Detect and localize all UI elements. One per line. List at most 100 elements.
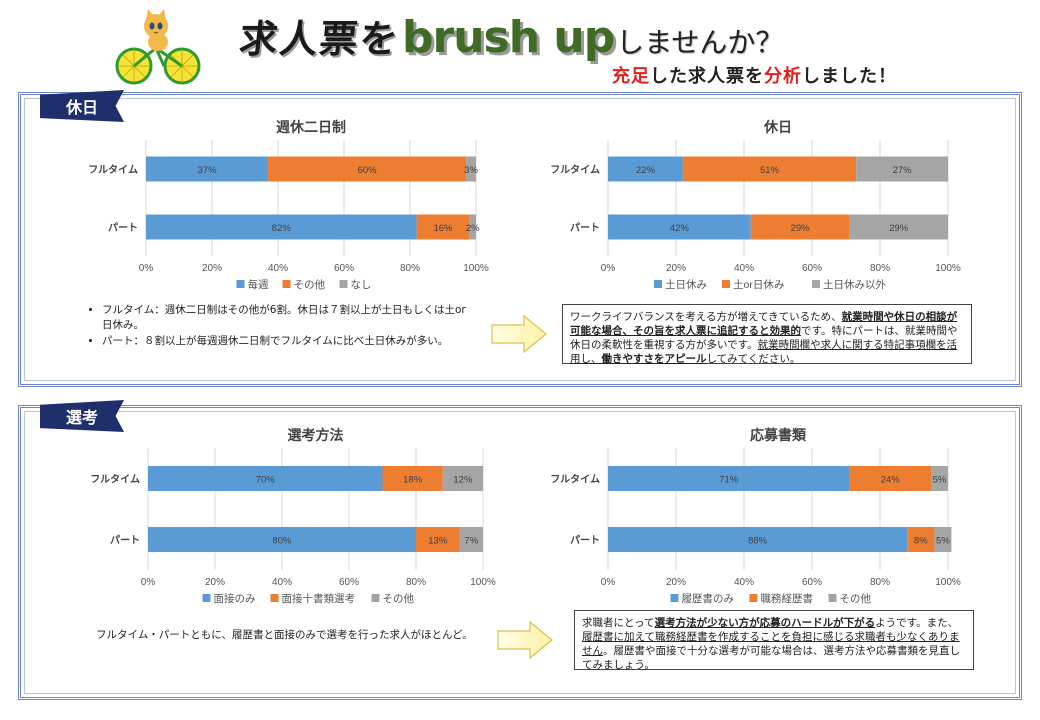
x-tick-label: 80% <box>406 577 426 588</box>
data-label: 82% <box>272 223 292 234</box>
legend-swatch <box>812 280 820 288</box>
x-tick-label: 40% <box>272 577 292 588</box>
title-part-1: 求人票を <box>237 16 403 61</box>
x-tick-label: 80% <box>870 577 890 588</box>
x-tick-label: 100% <box>463 263 489 274</box>
legend-label: 職務経歴書 <box>761 592 814 605</box>
bar-segment <box>849 466 931 491</box>
holiday-notes: フルタイム：週休二日制はその他が6割。休日は７割以上が土日もしくは土or日休み。… <box>88 303 466 350</box>
legend-swatch <box>670 594 679 602</box>
data-label: 16% <box>433 223 453 234</box>
data-label: 24% <box>881 475 901 486</box>
selection-section-label: 選考 <box>40 400 124 432</box>
legend-label: 面接のみ <box>214 592 256 605</box>
holiday-note-item: パート：８割以上が毎週週休二日制でフルタイムに比べ土日休みが多い。 <box>102 334 466 349</box>
x-tick-label: 20% <box>205 577 225 588</box>
advice-underline: 就業時間欄や求人に関する特記事項欄を活用し、 <box>570 339 958 365</box>
x-tick-label: 20% <box>666 263 686 274</box>
advice-emphasis: 働きやすさをアピール <box>601 353 707 365</box>
cat-on-bicycle-logo <box>112 8 204 86</box>
advice-text: ようです。また、 <box>875 617 959 629</box>
data-label: 5% <box>936 536 950 547</box>
legend-swatch <box>202 594 211 602</box>
category-label: パート <box>108 222 138 234</box>
advice-text: ワークライフバランスを考える方が増えてきているため、 <box>570 311 842 323</box>
data-label: 70% <box>256 475 276 486</box>
data-label: 42% <box>670 223 690 234</box>
legend-label: 土日休み <box>665 278 707 291</box>
x-tick-label: 100% <box>935 263 961 274</box>
title-brush-up: brush up <box>402 12 615 63</box>
data-label: 12% <box>453 475 473 486</box>
right-arrow-icon <box>497 620 553 660</box>
category-label: フルタイム <box>88 164 138 176</box>
x-tick-label: 20% <box>666 577 686 588</box>
x-tick-label: 60% <box>802 263 822 274</box>
x-tick-label: 20% <box>202 263 222 274</box>
bar-segment <box>469 214 476 240</box>
bar-segment <box>146 156 269 182</box>
selection-method-chart: 選考方法 0% 20% 40% 60% 80% 100% フルタイム 70% 18% 12% パート 8… <box>90 427 496 605</box>
legend-swatch <box>236 280 245 288</box>
bar-segment <box>931 466 948 491</box>
data-label: 88% <box>748 536 768 547</box>
bar-segment <box>148 527 416 552</box>
x-tick-label: 80% <box>870 263 890 274</box>
category-label: パート <box>110 535 140 547</box>
data-label: 27% <box>893 165 913 176</box>
data-label: 37% <box>198 165 218 176</box>
category-label: フルタイム <box>550 164 600 176</box>
holiday-section-label: 休日 <box>40 90 124 122</box>
data-label: 8% <box>914 536 928 547</box>
advice-text: 。履歴書や面接で十分な選考が可能な場合は、選考方法や応募書類を見直してみましょう… <box>582 645 960 671</box>
x-tick-label: 40% <box>268 263 288 274</box>
x-tick-label: 0% <box>601 577 616 588</box>
bar-segment <box>608 466 850 491</box>
legend-label: 土日休み以外 <box>823 278 886 291</box>
chart-title: 週休二日制 <box>276 119 346 135</box>
subtitle-mid-2: しました！ <box>802 66 897 87</box>
bar-segment <box>146 214 417 240</box>
title-part-2: しませんか？ <box>616 26 784 59</box>
x-tick-label: 40% <box>734 577 754 588</box>
chart-title: 応募書類 <box>750 427 807 443</box>
advice-emphasis: 選考方法が少ない方が応募のハードルが下がる <box>654 617 876 629</box>
advice-text: してみてください。 <box>706 353 801 365</box>
bar-segment <box>608 527 908 552</box>
x-tick-label: 0% <box>601 263 616 274</box>
x-tick-label: 0% <box>139 263 154 274</box>
selection-advice-box: 求職者にとって選考方法が少ない方が応募のハードルが下がるようです。また、履歴書に… <box>574 610 974 671</box>
bar-segment <box>416 527 460 552</box>
data-label: 2% <box>466 223 480 234</box>
x-tick-label: 60% <box>334 263 354 274</box>
bar-segment <box>416 214 470 240</box>
legend-swatch <box>654 280 662 288</box>
data-label: 71% <box>719 475 739 486</box>
legend-swatch <box>722 280 730 288</box>
category-label: パート <box>570 535 600 547</box>
subtitle: 充足した求人票を分析しました！ <box>612 62 897 88</box>
data-label: 5% <box>933 475 947 486</box>
weekly-holiday-chart: 週休二日制 0% 20% 40% 60% 80% 100% フルタイム 37% 60% 3% パート 8… <box>88 119 489 291</box>
holiday-advice-box: ワークライフバランスを考える方が増えてきているため、就業時間や休日の相談が可能な… <box>562 304 972 365</box>
subtitle-red-1: 充足 <box>612 66 650 87</box>
legend-label: 土or日休み <box>733 278 784 291</box>
bar-segment <box>148 466 383 491</box>
bar-segment <box>459 527 483 552</box>
bar-segment <box>907 527 935 552</box>
bar-segment <box>934 527 952 552</box>
holiday-note-item: フルタイム：週休二日制はその他が6割。休日は７割以上が土日もしくは土or日休み。 <box>102 303 466 333</box>
x-tick-label: 0% <box>141 577 156 588</box>
data-label: 80% <box>272 536 292 547</box>
holiday-chart: 休日 0% 20% 40% 60% 80% 100% フルタイム 22% 51% 27% パート 42%… <box>550 119 961 291</box>
x-tick-label: 100% <box>470 577 496 588</box>
selection-notes: フルタイム・パートともに、履歴書と面接のみで選考を行った求人がほとんど。 <box>96 628 486 643</box>
data-label: 60% <box>358 165 378 176</box>
subtitle-mid-1: した求人票を <box>650 66 764 87</box>
legend-swatch <box>749 594 758 602</box>
selection-note: フルタイム・パートともに、履歴書と面接のみで選考を行った求人がほとんど。 <box>96 629 473 641</box>
x-tick-label: 80% <box>400 263 420 274</box>
legend-label: 毎週 <box>248 278 269 291</box>
category-label: フルタイム <box>90 474 140 486</box>
bar-segment <box>750 214 850 240</box>
